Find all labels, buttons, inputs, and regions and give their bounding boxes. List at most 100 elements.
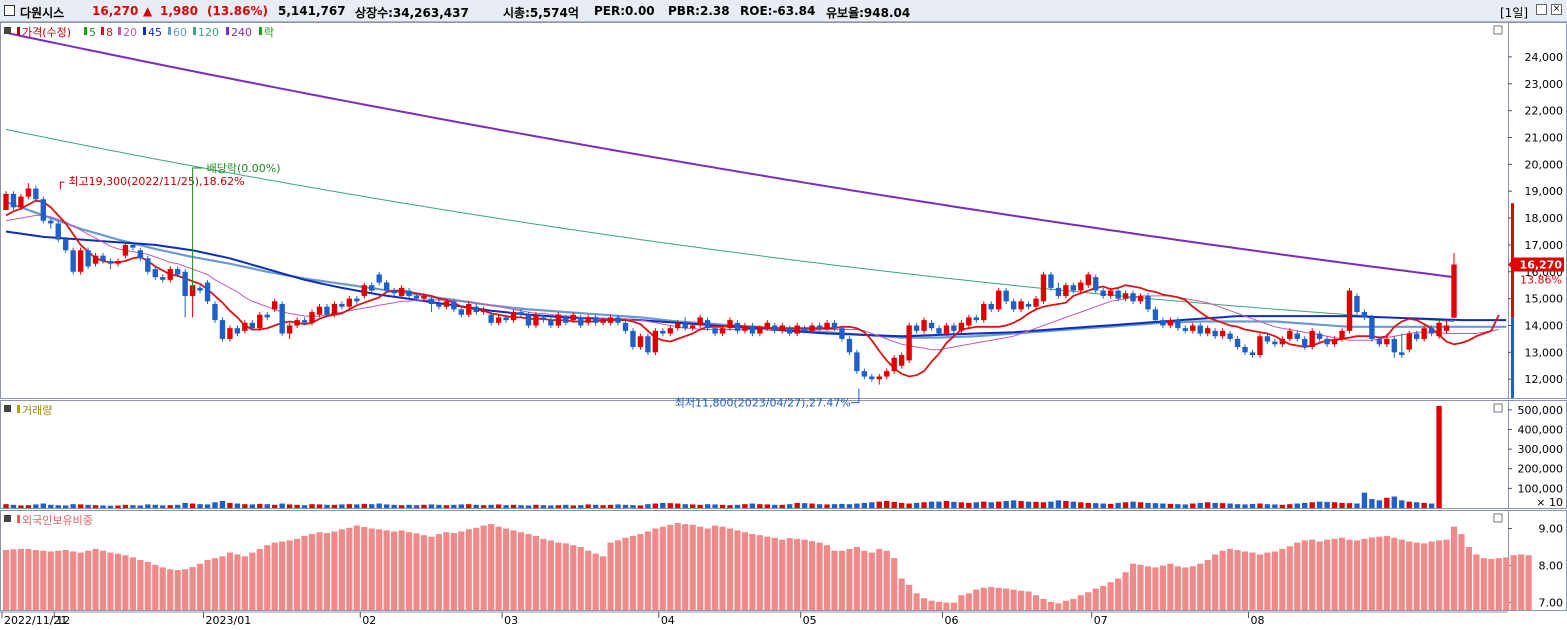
candle-body (667, 328, 673, 334)
foreign-ratio-bar (1286, 546, 1293, 610)
foreign-ratio-bar (786, 538, 793, 610)
volume-bar (913, 502, 920, 508)
candle-body (92, 255, 99, 264)
foreign-ratio-bar (1480, 558, 1487, 610)
minimize-icon[interactable] (1536, 4, 1547, 15)
candle-body (1361, 312, 1368, 318)
foreign-ratio-bar (167, 569, 174, 610)
foreign-ratio-bar (868, 552, 875, 610)
legend-marker (226, 27, 229, 35)
volume-bar (1346, 503, 1353, 508)
candle-body (406, 290, 412, 296)
foreign-ratio-bar (1055, 603, 1062, 610)
volume-bar (1264, 504, 1271, 508)
volume-bar (1413, 502, 1420, 508)
candle-body (757, 328, 763, 334)
foreign-ratio-bar (540, 538, 547, 610)
foreign-ratio-bar (70, 551, 77, 610)
foreign-ratio-bar (249, 552, 256, 610)
foreign-ratio-bar (876, 548, 883, 610)
foreign-ratio-bar (995, 587, 1002, 610)
foreign-ratio-bar (271, 542, 278, 610)
candle-body (592, 317, 599, 323)
candle-body (533, 314, 539, 326)
volume-bar (787, 504, 793, 508)
legend-item: 락 (264, 26, 274, 39)
foreign-ratio-bar (1443, 539, 1450, 610)
close-icon[interactable]: × (1551, 4, 1562, 15)
panel-frame-1 (0, 400, 1509, 509)
select-checkbox[interactable] (4, 5, 15, 16)
foreign-ratio-bar (1241, 551, 1249, 610)
foreign-ratio-bar (607, 542, 614, 610)
candle-body (1249, 352, 1256, 356)
volume-bar (592, 504, 599, 508)
foreign-ratio-bar (891, 558, 898, 610)
candle-body (100, 255, 106, 262)
volume-bar (540, 505, 547, 508)
roe-value: ROE:-63.84 (740, 4, 816, 18)
candle-body (1025, 304, 1032, 307)
volume-bar (63, 505, 69, 508)
volume-bar (331, 504, 338, 508)
foreign-ratio-bar (428, 536, 435, 610)
foreign-ratio-bar (1167, 563, 1174, 610)
current-price-box (1512, 257, 1564, 272)
candle-body (1063, 285, 1069, 296)
period-button[interactable]: [1일] (1500, 6, 1529, 20)
foreign-ratio-bar (1122, 572, 1129, 610)
volume-bar (369, 504, 375, 508)
volume-bar (981, 501, 987, 508)
foreign-ratio-bar (1353, 540, 1361, 610)
candle-body (1309, 330, 1315, 347)
volume-bar (406, 504, 412, 508)
change-arrow-icon: ▲ (143, 4, 153, 18)
volume-bar (1070, 501, 1077, 508)
volume-bar (1167, 503, 1174, 508)
foreign-ratio-bar (980, 587, 987, 610)
candle-body (503, 317, 509, 321)
foreign-ratio-bar (1331, 538, 1338, 610)
candle-body (906, 325, 912, 361)
volume-bar (1324, 501, 1330, 508)
price-tick-label: 21,000 (1525, 131, 1564, 144)
candle-body (1234, 338, 1241, 347)
foreign-ratio-bar (144, 561, 151, 610)
volume-bar (137, 505, 144, 508)
candle-body (981, 304, 987, 321)
foreign-ratio-bar (764, 536, 771, 610)
candle-body (630, 330, 636, 347)
candle-body (861, 371, 868, 377)
foreign-ratio-bar (1010, 589, 1017, 610)
foreign-ratio-bar (622, 537, 629, 610)
volume-tick-label: 400,000 (1518, 423, 1564, 436)
volume-bar (361, 503, 367, 508)
foreign-ratio-bar (1458, 534, 1465, 610)
volume-bar (272, 504, 278, 508)
candle-body (1070, 285, 1077, 291)
candle-body (712, 328, 718, 334)
foreign-ratio-bar (473, 527, 480, 610)
volume-bar (1406, 501, 1412, 508)
candle-body (383, 282, 390, 291)
volume-bar (533, 504, 539, 508)
volume-bar (242, 504, 248, 508)
foreign-ratio-bar (734, 530, 741, 610)
volume-bar (869, 502, 875, 508)
candle-body (966, 317, 972, 326)
volume-bar (1100, 503, 1106, 508)
volume-unit-label: × 10 (1536, 496, 1563, 509)
foreign-ratio-bar (988, 587, 995, 610)
market-cap: 시총:5,574억 (503, 6, 579, 20)
foreign-ratio-bar (256, 548, 263, 610)
price-tick-label: 13,000 (1525, 346, 1564, 359)
foreign-ratio-bar (913, 593, 920, 610)
legend-marker (168, 27, 171, 35)
panel-minimize-icon (1493, 403, 1503, 413)
volume-bar (846, 504, 853, 508)
foreign-ratio-bar (1301, 540, 1308, 610)
volume-bar (376, 503, 382, 508)
candle-body (1316, 333, 1323, 339)
foreign-ratio-bar (219, 556, 226, 610)
foreign-ratio-bar (2, 550, 10, 610)
